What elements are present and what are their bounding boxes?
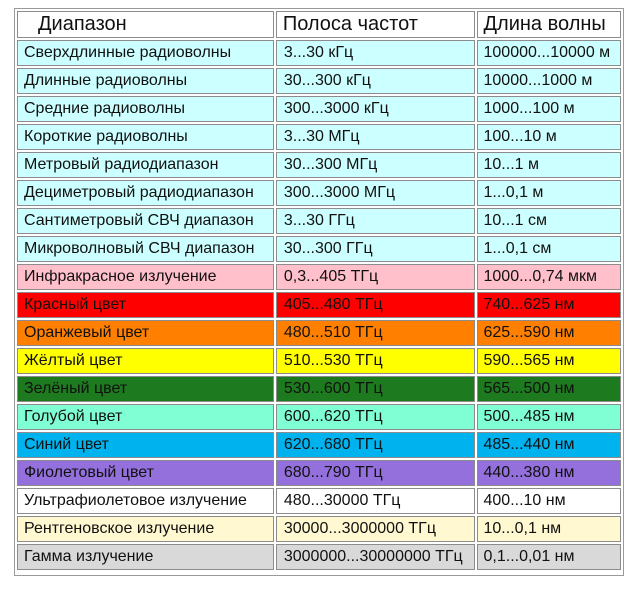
table-row: Ультрафиолетовое излучение 480...30000 ТГ… bbox=[17, 488, 621, 514]
band-cell: 0,3...405 ТГц bbox=[275, 264, 475, 290]
band-cell: 620...680 ТГц bbox=[275, 432, 475, 458]
range-cell: Сверхдлинные радиоволны bbox=[17, 40, 274, 66]
range-cell: Рентгеновское излучение bbox=[17, 516, 274, 542]
range-cell: Оранжевый цвет bbox=[17, 320, 274, 346]
range-cell: Короткие радиоволны bbox=[17, 124, 274, 150]
band-cell: 300...3000 кГц bbox=[275, 96, 475, 122]
range-cell: Жёлтый цвет bbox=[17, 348, 274, 374]
range-cell: Зелёный цвет bbox=[17, 376, 274, 402]
band-cell: 3000000...30000000 ТГц bbox=[275, 544, 475, 570]
spectrum-table: Диапазон Полоса частот Длина волны Сверх… bbox=[15, 9, 623, 572]
wavelength-cell: 500...485 нм bbox=[476, 404, 621, 430]
header-wavelength: Длина волны bbox=[476, 11, 621, 38]
wavelength-cell: 565...500 нм bbox=[476, 376, 621, 402]
table-row: Длинные радиоволны 30...300 кГц 10000...10… bbox=[17, 68, 621, 94]
band-cell: 530...600 ТГц bbox=[275, 376, 475, 402]
wavelength-cell: 1000...0,74 мкм bbox=[476, 264, 621, 290]
table-row: Короткие радиоволны 3...30 МГц 100...10 м bbox=[17, 124, 621, 150]
table-header-row: Диапазон Полоса частот Длина волны bbox=[17, 11, 621, 38]
table-row: Дециметровый радиодиапазон 300...3000 МГц… bbox=[17, 180, 621, 206]
band-cell: 680...790 ТГц bbox=[275, 460, 475, 486]
range-cell: Фиолетовый цвет bbox=[17, 460, 274, 486]
table-row: Красный цвет 405...480 ТГц 740...625 нм bbox=[17, 292, 621, 318]
table-row: Зелёный цвет 530...600 ТГц 565...500 нм bbox=[17, 376, 621, 402]
range-cell: Микроволновый СВЧ диапазон bbox=[17, 236, 274, 262]
table-row: Сантиметровый СВЧ диапазон 3...30 ГГц 10..… bbox=[17, 208, 621, 234]
wavelength-cell: 0,1...0,01 нм bbox=[476, 544, 621, 570]
range-cell: Сантиметровый СВЧ диапазон bbox=[17, 208, 274, 234]
range-cell: Гамма излучение bbox=[17, 544, 274, 570]
wavelength-cell: 590...565 нм bbox=[476, 348, 621, 374]
wavelength-cell: 10...1 м bbox=[476, 152, 621, 178]
wavelength-cell: 10...1 см bbox=[476, 208, 621, 234]
wavelength-cell: 740...625 нм bbox=[476, 292, 621, 318]
table-row: Рентгеновское излучение 30000...3000000 Т… bbox=[17, 516, 621, 542]
range-cell: Средние радиоволны bbox=[17, 96, 274, 122]
band-cell: 510...530 ТГц bbox=[275, 348, 475, 374]
spectrum-table-container: Диапазон Полоса частот Длина волны Сверх… bbox=[14, 8, 624, 576]
table-row: Сверхдлинные радиоволны 3...30 кГц 100000.… bbox=[17, 40, 621, 66]
wavelength-cell: 1000...100 м bbox=[476, 96, 621, 122]
table-row: Гамма излучение 3000000...30000000 ТГц 0,1… bbox=[17, 544, 621, 570]
range-cell: Инфракрасное излучение bbox=[17, 264, 274, 290]
band-cell: 300...3000 МГц bbox=[275, 180, 475, 206]
band-cell: 405...480 ТГц bbox=[275, 292, 475, 318]
header-band: Полоса частот bbox=[275, 11, 475, 38]
table-row: Голубой цвет 600...620 ТГц 500...485 нм bbox=[17, 404, 621, 430]
wavelength-cell: 1...0,1 м bbox=[476, 180, 621, 206]
wavelength-cell: 485...440 нм bbox=[476, 432, 621, 458]
band-cell: 600...620 ТГц bbox=[275, 404, 475, 430]
wavelength-cell: 625...590 нм bbox=[476, 320, 621, 346]
range-cell: Синий цвет bbox=[17, 432, 274, 458]
range-cell: Голубой цвет bbox=[17, 404, 274, 430]
wavelength-cell: 1...0,1 см bbox=[476, 236, 621, 262]
table-row: Оранжевый цвет 480...510 ТГц 625...590 нм bbox=[17, 320, 621, 346]
range-cell: Метровый радиодиапазон bbox=[17, 152, 274, 178]
table-row: Микроволновый СВЧ диапазон 30...300 ГГц 1.… bbox=[17, 236, 621, 262]
wavelength-cell: 440...380 нм bbox=[476, 460, 621, 486]
band-cell: 30...300 ГГц bbox=[275, 236, 475, 262]
wavelength-cell: 10000...1000 м bbox=[476, 68, 621, 94]
wavelength-cell: 10...0,1 нм bbox=[476, 516, 621, 542]
wavelength-cell: 400...10 нм bbox=[476, 488, 621, 514]
table-body: Сверхдлинные радиоволны 3...30 кГц 100000.… bbox=[17, 40, 621, 570]
band-cell: 3...30 ГГц bbox=[275, 208, 475, 234]
band-cell: 30000...3000000 ТГц bbox=[275, 516, 475, 542]
table-row: Фиолетовый цвет 680...790 ТГц 440...380 нм bbox=[17, 460, 621, 486]
table-row: Жёлтый цвет 510...530 ТГц 590...565 нм bbox=[17, 348, 621, 374]
band-cell: 30...300 кГц bbox=[275, 68, 475, 94]
table-row: Синий цвет 620...680 ТГц 485...440 нм bbox=[17, 432, 621, 458]
band-cell: 3...30 МГц bbox=[275, 124, 475, 150]
band-cell: 480...510 ТГц bbox=[275, 320, 475, 346]
range-cell: Длинные радиоволны bbox=[17, 68, 274, 94]
table-row: Средние радиоволны 300...3000 кГц 1000...1… bbox=[17, 96, 621, 122]
band-cell: 30...300 МГц bbox=[275, 152, 475, 178]
band-cell: 480...30000 ТГц bbox=[275, 488, 475, 514]
range-cell: Красный цвет bbox=[17, 292, 274, 318]
wavelength-cell: 100...10 м bbox=[476, 124, 621, 150]
header-range: Диапазон bbox=[17, 11, 274, 38]
table-row: Инфракрасное излучение 0,3...405 ТГц 1000.… bbox=[17, 264, 621, 290]
range-cell: Дециметровый радиодиапазон bbox=[17, 180, 274, 206]
table-row: Метровый радиодиапазон 30...300 МГц 10...1… bbox=[17, 152, 621, 178]
band-cell: 3...30 кГц bbox=[275, 40, 475, 66]
wavelength-cell: 100000...10000 м bbox=[476, 40, 621, 66]
range-cell: Ультрафиолетовое излучение bbox=[17, 488, 274, 514]
